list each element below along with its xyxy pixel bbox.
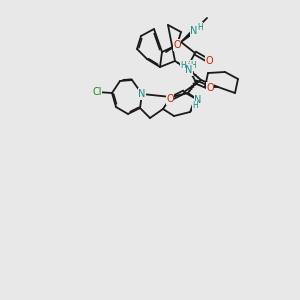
- Polygon shape: [181, 30, 195, 42]
- Text: N: N: [185, 65, 193, 75]
- Text: O: O: [166, 94, 174, 104]
- Text: N: N: [183, 63, 191, 73]
- Text: O: O: [205, 56, 213, 66]
- Polygon shape: [190, 104, 195, 112]
- Text: N: N: [138, 89, 146, 99]
- Text: Cl: Cl: [92, 87, 102, 97]
- Text: N: N: [194, 95, 202, 105]
- Text: O: O: [173, 40, 181, 50]
- Text: H: H: [192, 101, 198, 110]
- Text: H: H: [190, 61, 196, 70]
- Text: H: H: [180, 61, 186, 70]
- Text: N: N: [190, 26, 198, 36]
- Text: H: H: [197, 22, 203, 32]
- Text: O: O: [206, 83, 214, 93]
